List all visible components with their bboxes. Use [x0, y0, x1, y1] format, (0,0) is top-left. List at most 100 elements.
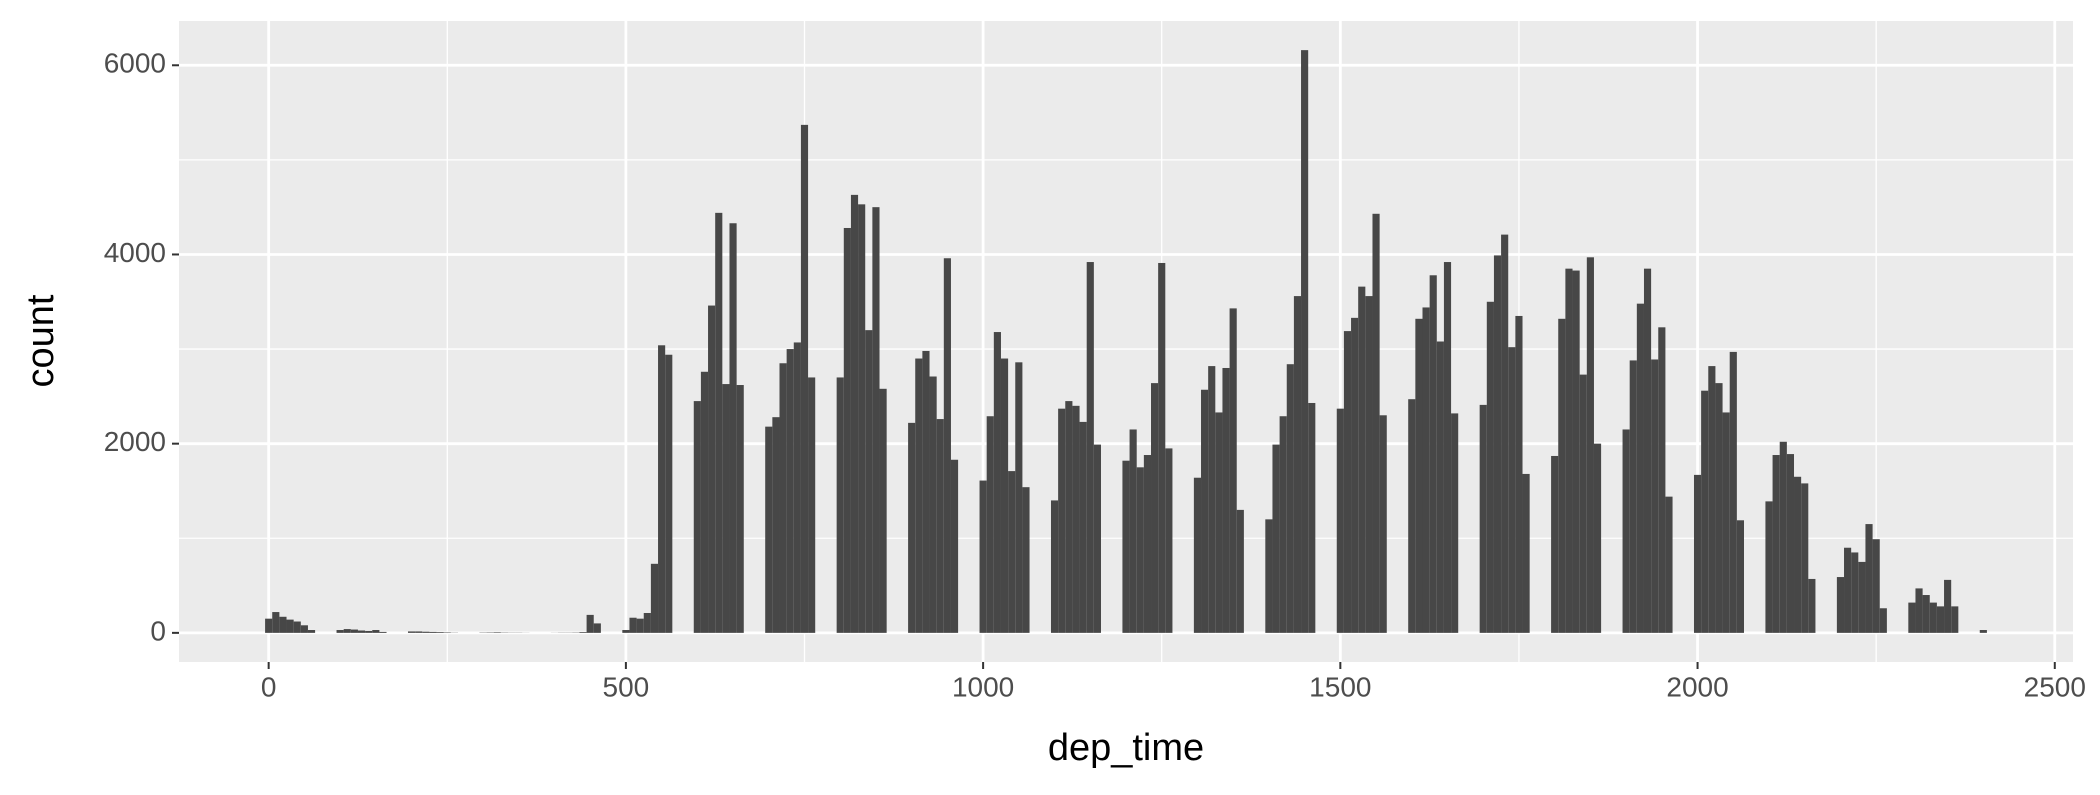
bar	[872, 207, 880, 633]
y-tick-label: 6000	[104, 48, 166, 79]
bar	[1286, 364, 1294, 633]
bar	[943, 258, 951, 633]
x-tick-label: 0	[261, 671, 277, 702]
bar	[622, 630, 630, 633]
bar	[272, 612, 280, 633]
bar	[715, 212, 723, 633]
bar	[279, 616, 287, 633]
y-tick-label: 4000	[104, 237, 166, 268]
bar	[415, 631, 423, 633]
bar	[350, 629, 358, 633]
bar	[1765, 501, 1773, 633]
x-tick-label: 2500	[2024, 671, 2086, 702]
bar	[379, 631, 387, 633]
bar	[1579, 374, 1587, 633]
bar	[1151, 383, 1159, 633]
bar	[1801, 483, 1809, 633]
bar	[1522, 473, 1530, 633]
bar	[636, 618, 644, 633]
bar	[1944, 579, 1952, 633]
bar	[1565, 268, 1573, 633]
bar	[365, 630, 373, 633]
bar	[1851, 552, 1859, 633]
bar	[1879, 608, 1887, 633]
bar	[593, 623, 601, 633]
bar	[779, 363, 787, 633]
bar	[1215, 412, 1223, 633]
bar	[1922, 595, 1930, 633]
y-tick-label: 0	[150, 615, 166, 646]
bar	[1022, 487, 1030, 633]
bar	[1451, 413, 1459, 633]
bar	[1786, 454, 1795, 633]
bar	[979, 480, 987, 633]
bar	[1915, 588, 1923, 633]
bar	[850, 194, 859, 633]
bar	[493, 632, 501, 633]
bar	[879, 388, 887, 633]
bar	[372, 630, 380, 633]
bar	[836, 377, 844, 633]
bar	[1158, 262, 1166, 633]
bar	[1165, 448, 1173, 633]
bar	[1008, 471, 1016, 633]
bar	[1143, 455, 1152, 633]
bar	[808, 377, 816, 633]
bar	[1136, 467, 1144, 633]
bar	[1351, 317, 1359, 633]
x-tick-label: 2000	[1666, 671, 1728, 702]
x-tick-label: 1000	[952, 671, 1014, 702]
bar	[1443, 262, 1452, 633]
bar	[1865, 524, 1873, 633]
bar	[700, 371, 709, 633]
bar	[336, 630, 344, 633]
bar	[1622, 429, 1630, 633]
bar	[1265, 519, 1273, 633]
bar	[1715, 383, 1723, 633]
bar	[1929, 602, 1937, 633]
bar	[1201, 389, 1209, 633]
bar	[1808, 578, 1816, 633]
bar	[1072, 405, 1080, 633]
y-tick-label: 2000	[104, 426, 166, 457]
bar	[1372, 213, 1380, 633]
bar	[922, 350, 930, 633]
y-axis-title: count	[20, 294, 62, 387]
bar	[265, 618, 273, 633]
bar	[1572, 270, 1580, 633]
bar	[1236, 509, 1244, 633]
bar	[357, 630, 366, 633]
bar	[929, 376, 937, 633]
bar	[1708, 366, 1716, 633]
bar	[1408, 399, 1416, 633]
bar	[1908, 602, 1916, 633]
bar	[1065, 401, 1073, 633]
bar	[429, 631, 437, 633]
bar	[1222, 367, 1230, 633]
bar	[407, 631, 416, 633]
bar	[436, 632, 444, 633]
bar	[300, 625, 308, 633]
bar	[1858, 561, 1866, 633]
bar	[1794, 476, 1802, 633]
bar	[993, 332, 1001, 633]
bar	[1208, 366, 1216, 633]
bar	[1872, 539, 1880, 633]
bar	[1779, 441, 1787, 633]
bar	[307, 630, 316, 633]
bar	[1836, 577, 1845, 633]
bar	[1436, 341, 1444, 633]
bar	[1493, 255, 1502, 633]
bar	[1093, 444, 1101, 633]
bar	[858, 204, 866, 633]
bar	[1558, 318, 1566, 633]
bar	[1279, 416, 1287, 633]
bar	[1336, 408, 1344, 633]
bar	[722, 384, 730, 633]
bar	[1058, 408, 1066, 633]
bar	[1515, 315, 1523, 633]
bar	[800, 124, 809, 633]
bar	[1693, 474, 1702, 633]
